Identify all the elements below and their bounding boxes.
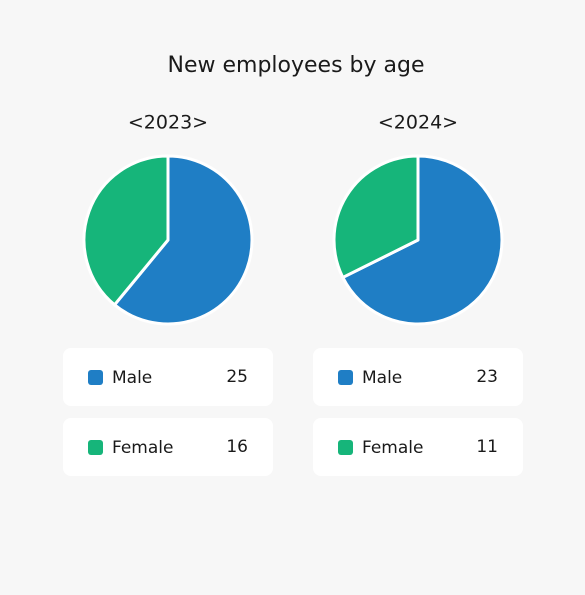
legend-value: 25 (226, 367, 248, 387)
legend-swatch (88, 440, 103, 455)
legend-swatch (338, 440, 353, 455)
pie-title: <2024> (378, 112, 458, 134)
legend-card (313, 418, 523, 476)
pie-title: <2023> (128, 112, 208, 134)
pie-slice (113, 154, 254, 326)
legend-swatch (338, 370, 353, 385)
pie-slice (332, 154, 420, 279)
legend-label: Female (362, 438, 423, 458)
legend-label: Male (362, 368, 402, 388)
legend-value: 16 (226, 437, 248, 457)
legend-swatch (88, 370, 103, 385)
legend-value: 11 (476, 437, 498, 457)
chart-title: New employees by age (168, 53, 425, 78)
legend-card (63, 348, 273, 406)
pie-slice (82, 154, 170, 307)
pie-slice (341, 154, 504, 326)
legend-label: Female (112, 438, 173, 458)
legend-card (313, 348, 523, 406)
legend-label: Male (112, 368, 152, 388)
legend-value: 23 (476, 367, 498, 387)
legend-card (63, 418, 273, 476)
